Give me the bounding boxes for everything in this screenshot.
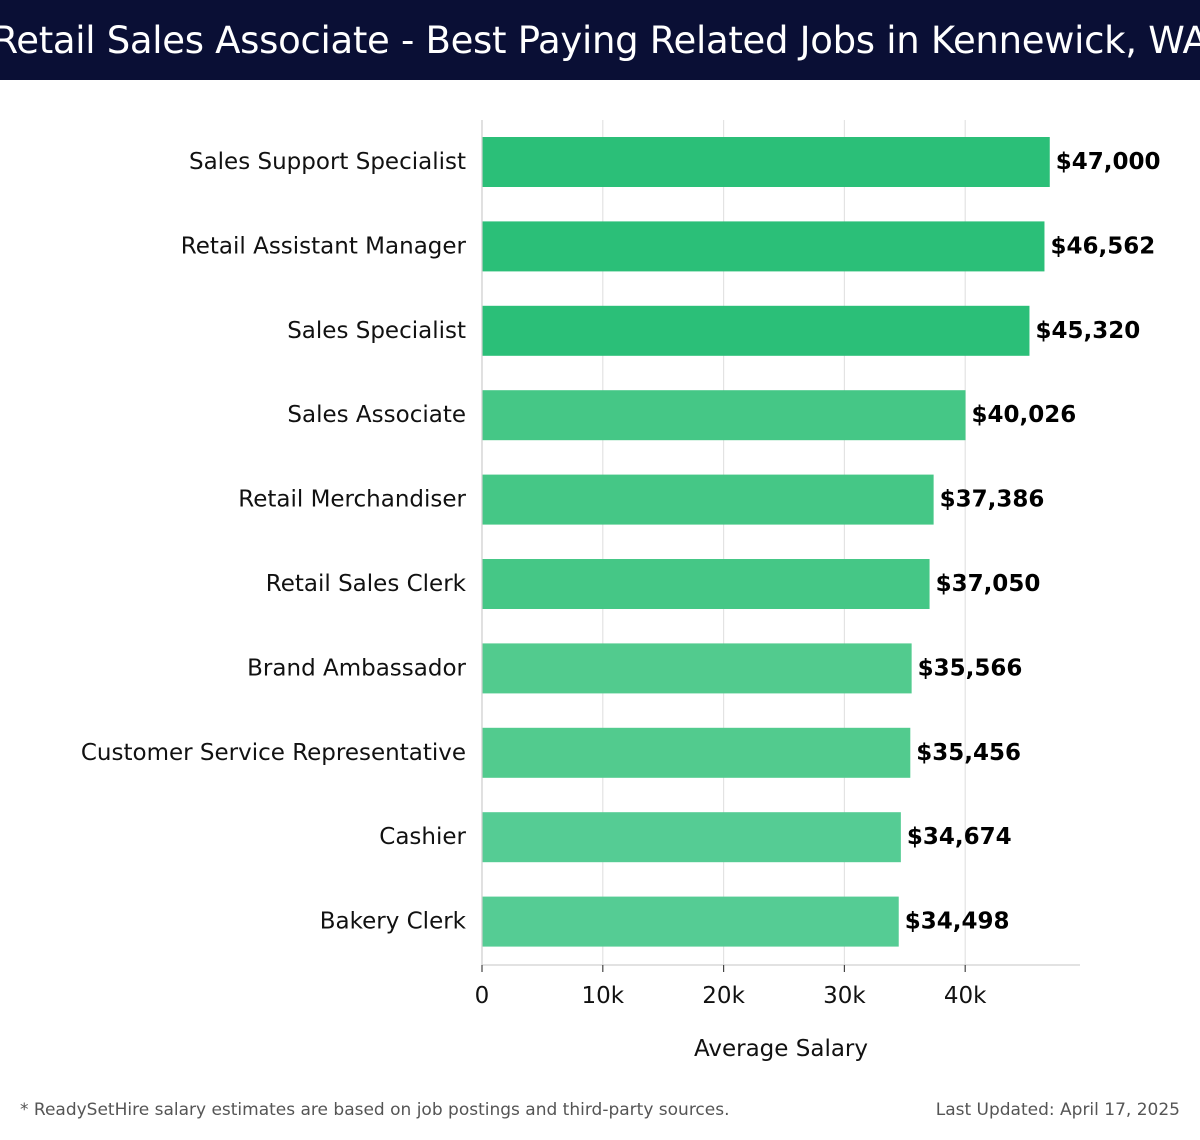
bar [482, 643, 912, 694]
bar [482, 221, 1045, 272]
title-bar: Retail Sales Associate - Best Paying Rel… [0, 0, 1200, 80]
x-tick-label: 20k [702, 983, 745, 1009]
category-label: Sales Specialist [287, 318, 466, 344]
value-label: $45,320 [1035, 318, 1140, 344]
category-label: Brand Ambassador [247, 655, 466, 681]
value-label: $47,000 [1056, 149, 1161, 175]
last-updated: Last Updated: April 17, 2025 [935, 1100, 1180, 1120]
bar [482, 559, 930, 609]
x-axis: 0 10k 20k 30k 40k [475, 120, 1080, 1009]
value-label: $35,456 [916, 740, 1021, 766]
x-tick-label: 40k [944, 983, 987, 1009]
value-labels: $47,000 $46,562 $45,320 $40,026 $37,386 $37,0… [905, 149, 1161, 935]
page-title: Retail Sales Associate - Best Paying Rel… [0, 18, 1200, 62]
value-label: $46,562 [1050, 233, 1155, 259]
bar [482, 137, 1050, 187]
value-label: $40,026 [972, 402, 1077, 428]
x-tick-label: 10k [582, 983, 625, 1009]
bar [482, 727, 911, 778]
bar [482, 474, 934, 525]
category-label: Cashier [379, 824, 466, 850]
bar [482, 812, 901, 863]
value-label: $34,674 [907, 824, 1012, 850]
category-labels: Sales Support Specialist Retail Assistant… [81, 149, 467, 935]
footer-note: * ReadySetHire salary estimates are base… [20, 1100, 730, 1120]
category-label: Retail Merchandiser [238, 487, 466, 513]
value-label: $34,498 [905, 909, 1010, 935]
category-label: Bakery Clerk [320, 909, 467, 935]
bars [482, 137, 1050, 947]
value-label: $37,386 [940, 487, 1045, 513]
value-label: $37,050 [936, 571, 1041, 597]
category-label: Sales Support Specialist [189, 149, 466, 175]
bar [482, 390, 966, 441]
x-axis-label: Average Salary [694, 1036, 868, 1062]
bar [482, 896, 899, 947]
bar [482, 305, 1030, 356]
category-label: Retail Sales Clerk [266, 571, 467, 597]
value-label: $35,566 [918, 655, 1023, 681]
category-label: Retail Assistant Manager [181, 233, 467, 259]
x-tick-label: 30k [823, 983, 866, 1009]
x-tick-label: 0 [475, 983, 490, 1009]
bar-chart: Sales Support Specialist Retail Assistant… [81, 120, 1161, 1062]
category-label: Customer Service Representative [81, 740, 466, 766]
category-label: Sales Associate [287, 402, 466, 428]
